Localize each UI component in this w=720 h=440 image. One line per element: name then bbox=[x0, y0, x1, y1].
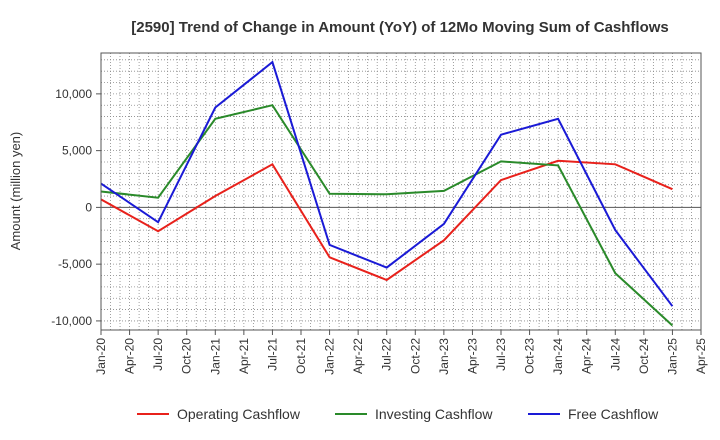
x-tick-label: Apr-23 bbox=[465, 338, 479, 374]
x-tick-label: Apr-21 bbox=[237, 338, 251, 374]
x-tick-label: Jan-22 bbox=[323, 338, 337, 375]
series-line-operating-cashflow bbox=[100, 159, 673, 282]
y-tick-label: -10,000 bbox=[51, 314, 92, 328]
y-tick-label: -5,000 bbox=[58, 257, 92, 271]
x-tick-label: Oct-24 bbox=[637, 338, 651, 374]
y-tick-label: 10,000 bbox=[55, 87, 92, 101]
x-tick-label: Jul-23 bbox=[494, 338, 508, 371]
x-tick-label: Jan-25 bbox=[665, 338, 679, 375]
x-tick-label: Oct-22 bbox=[408, 338, 422, 374]
y-axis-label: Amount (million yen) bbox=[8, 132, 23, 251]
legend-label-free-cashflow: Free Cashflow bbox=[568, 406, 659, 422]
x-axis-ticks: Jan-20 Apr-20 Jul-20 Oct-20 Jan-21 Apr-21 Jul-… bbox=[94, 330, 708, 375]
x-tick-label: Jul-22 bbox=[380, 338, 394, 371]
grid bbox=[101, 53, 701, 330]
legend: Operating Cashflow Investing Cashflow Free… bbox=[137, 406, 659, 422]
x-tick-label: Jan-24 bbox=[551, 338, 565, 375]
x-tick-label: Jan-21 bbox=[208, 338, 222, 375]
plot-area-frame bbox=[100, 52, 702, 331]
y-tick-label: 0 bbox=[85, 200, 92, 214]
x-tick-label: Jul-24 bbox=[608, 338, 622, 371]
x-tick-label: Apr-22 bbox=[351, 338, 365, 374]
x-tick-label: Apr-25 bbox=[694, 338, 708, 374]
series-line-free-cashflow bbox=[100, 60, 674, 307]
x-tick-label: Jul-20 bbox=[151, 338, 165, 371]
x-tick-label: Oct-20 bbox=[180, 338, 194, 374]
legend-label-investing-cashflow: Investing Cashflow bbox=[375, 406, 493, 422]
x-tick-label: Oct-21 bbox=[294, 338, 308, 374]
x-tick-label: Oct-23 bbox=[523, 338, 537, 374]
x-tick-label: Jan-23 bbox=[437, 338, 451, 375]
x-tick-label: Apr-24 bbox=[580, 338, 594, 374]
y-tick-label: 5,000 bbox=[62, 144, 92, 158]
x-tick-label: Apr-20 bbox=[123, 338, 137, 374]
chart-title: [2590] Trend of Change in Amount (YoY) o… bbox=[131, 19, 669, 36]
x-tick-label: Jul-21 bbox=[265, 338, 279, 371]
y-axis-ticks: 10,000 5,000 0 -5,000 -10,000 bbox=[51, 87, 101, 328]
series-lines bbox=[100, 60, 674, 327]
legend-label-operating-cashflow: Operating Cashflow bbox=[177, 406, 301, 422]
x-tick-label: Jan-20 bbox=[94, 338, 108, 375]
